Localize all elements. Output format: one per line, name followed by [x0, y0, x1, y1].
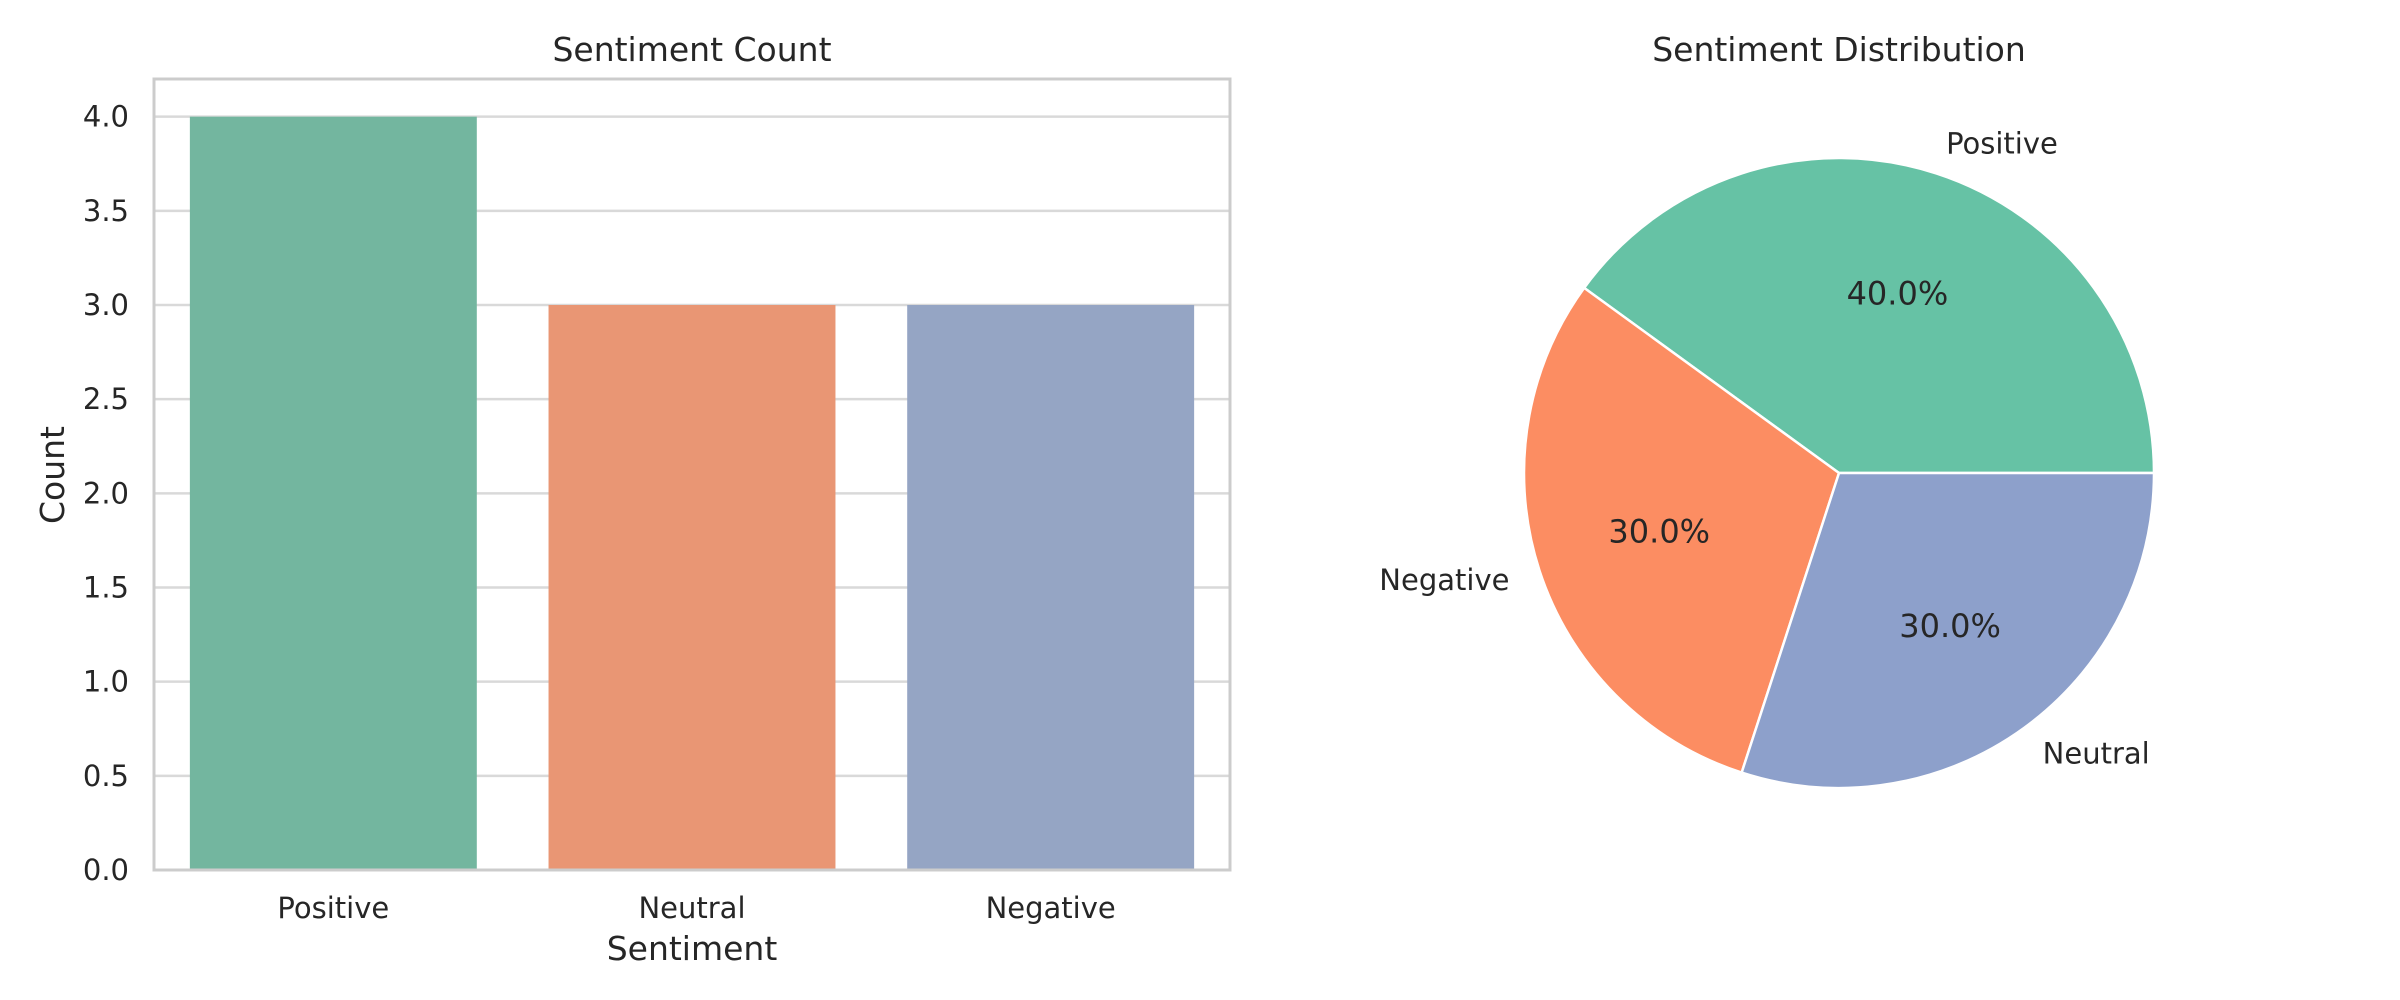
bar-chart-title: Sentiment Count [552, 30, 831, 69]
pie-slice-label: Positive [1946, 126, 2058, 160]
pie-slice-label: Neutral [2043, 736, 2150, 770]
bar-y-tick-label: 0.5 [83, 759, 129, 793]
bar-x-tick-label: Negative [986, 891, 1116, 925]
bar-x-tick-labels: Positive Neutral Negative [277, 891, 1115, 925]
bar-y-tick-label: 1.5 [83, 571, 129, 605]
bar-y-tick-label: 3.0 [83, 288, 129, 322]
bar-x-axis-label: Sentiment [607, 929, 778, 968]
bar-y-axis-label: Count [33, 426, 72, 524]
bar-y-tick-label: 0.0 [83, 853, 129, 887]
bar-positive [189, 116, 477, 870]
bar-negative [907, 305, 1195, 870]
pie-slice-negative [1522, 286, 1841, 774]
bar-series [189, 116, 1195, 870]
bar-y-tick-labels: 0.0 0.5 1.0 1.5 2.0 2.5 3.0 3.5 4.0 [83, 100, 129, 887]
pie-percent-label: 30.0% [1899, 607, 2001, 645]
pie-chart-title: Sentiment Distribution [1652, 30, 2026, 69]
bar-neutral [548, 305, 836, 870]
bar-y-tick-label: 2.0 [83, 476, 129, 510]
bar-x-tick-label: Positive [277, 891, 389, 925]
pie-percent-labels: 40.0% 30.0% 30.0% [1608, 274, 2000, 645]
pie-chart: Sentiment Distribution Positive Negative N… [1379, 30, 2156, 790]
pie-slice-label: Negative [1379, 563, 1509, 597]
bar-y-tick-label: 3.5 [83, 194, 129, 228]
pie-slice-neutral [1740, 471, 2156, 790]
pie-percent-label: 40.0% [1847, 274, 1949, 312]
bar-plot-frame [152, 77, 1232, 872]
pie-slices [1522, 156, 2156, 790]
pie-slice-positive [1582, 156, 2156, 475]
pie-slice-labels: Positive Negative Neutral [1379, 126, 2149, 770]
bar-y-tick-label: 1.0 [83, 665, 129, 699]
bar-y-tick-label: 4.0 [83, 100, 129, 134]
bar-y-tick-label: 2.5 [83, 382, 129, 416]
bar-chart: 0.0 0.5 1.0 1.5 2.0 2.5 3.0 3.5 4.0 Positive Neut… [33, 30, 1232, 968]
bar-x-tick-label: Neutral [638, 891, 745, 925]
pie-percent-label: 30.0% [1608, 512, 1710, 550]
